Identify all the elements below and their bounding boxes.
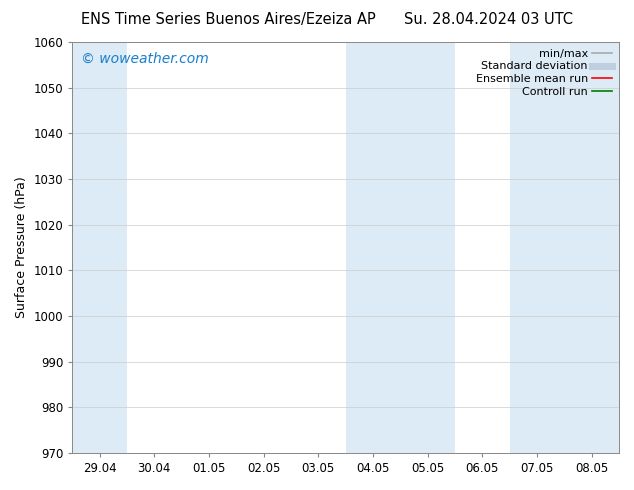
- Bar: [72, 42, 127, 453]
- Text: © woweather.com: © woweather.com: [81, 52, 209, 66]
- Bar: [346, 42, 455, 453]
- Bar: [510, 42, 619, 453]
- Legend: min/max, Standard deviation, Ensemble mean run, Controll run: min/max, Standard deviation, Ensemble me…: [471, 44, 617, 101]
- Y-axis label: Surface Pressure (hPa): Surface Pressure (hPa): [15, 176, 28, 318]
- Text: Su. 28.04.2024 03 UTC: Su. 28.04.2024 03 UTC: [404, 12, 573, 27]
- Text: ENS Time Series Buenos Aires/Ezeiza AP: ENS Time Series Buenos Aires/Ezeiza AP: [81, 12, 375, 27]
